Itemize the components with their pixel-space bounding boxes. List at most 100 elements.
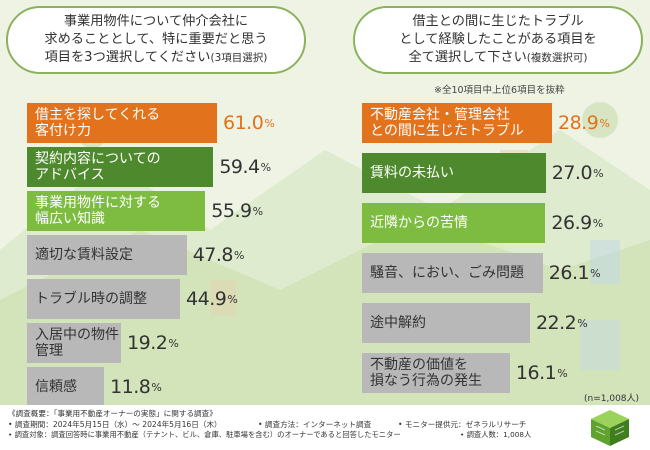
value-number: 28.9 [558, 112, 599, 134]
bar-value: 26.1% [549, 253, 601, 293]
bar-value: 19.2% [127, 323, 179, 363]
bar-label: 途中解約 [370, 315, 426, 331]
bar-row: 賃料の未払い 27.0% [362, 153, 616, 193]
value-unit: % [557, 366, 568, 380]
bar-row: 適切な賃料設定 47.8% [27, 235, 257, 275]
bar-value: 44.9% [186, 279, 238, 319]
bar: 信頼感 [27, 367, 105, 407]
bar-value: 22.2% [536, 303, 588, 343]
bar-value: 55.9% [211, 191, 263, 231]
bar: 適切な賃料設定 [27, 235, 187, 275]
bar-label: 信頼感 [35, 379, 77, 395]
left-question-line-1: 事業用物件について仲介会社に [63, 14, 249, 29]
bar-label: 借主を探してくれる 客付け力 [35, 107, 161, 139]
bar-row: 不動産の価値を 損なう行為の発生 16.1% [362, 353, 580, 393]
value-number: 26.1 [548, 262, 590, 284]
right-question-box: 借主との間に生じたトラブル として経験したことがある項目を 全て選択して下さい(… [353, 6, 643, 74]
bar: 不動産会社・管理会社 との間に生じたトラブル [362, 103, 552, 143]
value-unit: % [592, 216, 604, 230]
bar-label: 賃料の未払い [370, 165, 454, 181]
logo-cube-icon [591, 410, 629, 446]
value-unit: % [227, 292, 238, 306]
footer-method: • 調査方法：インターネット調査 [258, 420, 372, 429]
value-number: 19.2 [127, 332, 168, 354]
bar-value: 47.8% [193, 235, 245, 275]
bar: 賃料の未払い [362, 153, 546, 193]
bar-row: 騒音、におい、ごみ問題 26.1% [362, 253, 613, 293]
bar-row: 途中解約 22.2% [362, 303, 600, 343]
bar-row: 借主を探してくれる 客付け力 61.0% [27, 103, 287, 143]
value-unit: % [593, 166, 604, 180]
right-question-note: (複数選択可) [526, 52, 588, 64]
footer-title: 《調査概要：「事業用不動産オーナーの実態」に関する調査》 [8, 409, 217, 418]
bar-label: 不動産の価値を 損なう行為の発生 [370, 357, 482, 389]
sample-size-note: (n=1,008人) [584, 394, 640, 404]
footer-target: • 調査対象：調査回答時に事業用不動産（テナント、ビル、倉庫、駐車場を含む）のオ… [8, 430, 401, 439]
footer-provider: • モニター提供元：ゼネラルリサーチ [398, 420, 527, 429]
bar-label: 契約内容についての アドバイス [35, 151, 161, 183]
bar-row: 事業用物件に対する 幅広い知識 55.9% [27, 191, 275, 231]
value-number: 47.8 [192, 244, 234, 266]
bar-row: 契約内容についての アドバイス 59.4% [27, 147, 283, 187]
bar: トラブル時の調整 [27, 279, 181, 319]
value-number: 55.9 [211, 200, 252, 222]
bar-row: 近隣からの苦情 26.9% [362, 203, 615, 243]
bar: 不動産の価値を 損なう行為の発生 [362, 353, 510, 393]
bar-label: 近隣からの苦情 [370, 215, 468, 231]
value-number: 16.1 [515, 362, 557, 384]
bar-value: 59.4% [219, 147, 271, 187]
bar-label: 入居中の物件管理 [35, 327, 119, 359]
left-question-line-3: 項目を3つ選択してください [44, 50, 211, 65]
right-question-line-1: 借主との間に生じたトラブル [412, 14, 584, 29]
bar: 途中解約 [362, 303, 530, 343]
bar-value: 28.9% [558, 103, 610, 143]
bar-row: トラブル時の調整 44.9% [27, 279, 250, 319]
value-unit: % [599, 116, 610, 130]
value-unit: % [151, 380, 162, 394]
bar: 事業用物件に対する 幅広い知識 [27, 191, 206, 231]
right-question-line-3: 全て選択して下さい [408, 50, 527, 65]
bar-label: 適切な賃料設定 [35, 247, 133, 263]
left-panel: 事業用物件について仲介会社に 求めることとして、特に重要だと思う 項目を3つ選択… [0, 0, 325, 407]
value-unit: % [590, 266, 601, 280]
left-question-note: (3項目選択) [210, 52, 268, 64]
value-number: 61.0 [223, 112, 264, 134]
right-panel: 借主との間に生じたトラブル として経験したことがある項目を 全て選択して下さい(… [325, 0, 650, 400]
value-number: 59.4 [219, 156, 260, 178]
value-number: 27.0 [551, 162, 593, 184]
bar-label: 不動産会社・管理会社 との間に生じたトラブル [370, 107, 524, 139]
bar-row: 不動産会社・管理会社 との間に生じたトラブル 28.9% [362, 103, 622, 143]
value-number: 44.9 [186, 288, 227, 310]
value-unit: % [234, 248, 245, 262]
bar: 近隣からの苦情 [362, 203, 546, 243]
left-question-line-2: 求めることとして、特に重要だと思う [44, 32, 268, 47]
survey-footer: 《調査概要：「事業用不動産オーナーの実態」に関する調査》 • 調査期間：2024… [0, 405, 650, 450]
value-unit: % [252, 204, 264, 218]
left-question-box: 事業用物件について仲介会社に 求めることとして、特に重要だと思う 項目を3つ選択… [6, 6, 306, 74]
footer-period: • 調査期間：2024年5月15日（水）～ 2024年5月16日（木） [8, 420, 222, 429]
bar-row: 入居中の物件管理 19.2% [27, 323, 191, 363]
bar-value: 11.8% [110, 367, 162, 407]
bar: 契約内容についての アドバイス [27, 147, 214, 187]
right-question-line-2: として経験したことがある項目を [399, 32, 597, 47]
value-unit: % [577, 316, 588, 330]
value-unit: % [264, 116, 275, 130]
bar-label: 事業用物件に対する 幅広い知識 [35, 195, 161, 227]
excerpt-note: ※全10項目中上位6項目を抜粋 [434, 85, 565, 96]
value-number: 22.2 [535, 312, 577, 334]
bar-label: 騒音、におい、ごみ問題 [370, 265, 524, 281]
bar-value: 61.0% [223, 103, 275, 143]
value-number: 26.9 [551, 212, 592, 234]
value-number: 11.8 [110, 376, 151, 398]
bar: 借主を探してくれる 客付け力 [27, 103, 217, 143]
footer-count: • 調査人数：1,008人 [460, 430, 532, 439]
value-unit: % [168, 336, 179, 350]
bar-label: トラブル時の調整 [35, 291, 147, 307]
bar-value: 16.1% [516, 353, 568, 393]
bar: 入居中の物件管理 [27, 323, 122, 363]
bar-row: 信頼感 11.8% [27, 367, 174, 407]
value-unit: % [260, 160, 272, 174]
bar: 騒音、におい、ごみ問題 [362, 253, 543, 293]
bar-value: 26.9% [551, 203, 603, 243]
bar-value: 27.0% [552, 153, 604, 193]
